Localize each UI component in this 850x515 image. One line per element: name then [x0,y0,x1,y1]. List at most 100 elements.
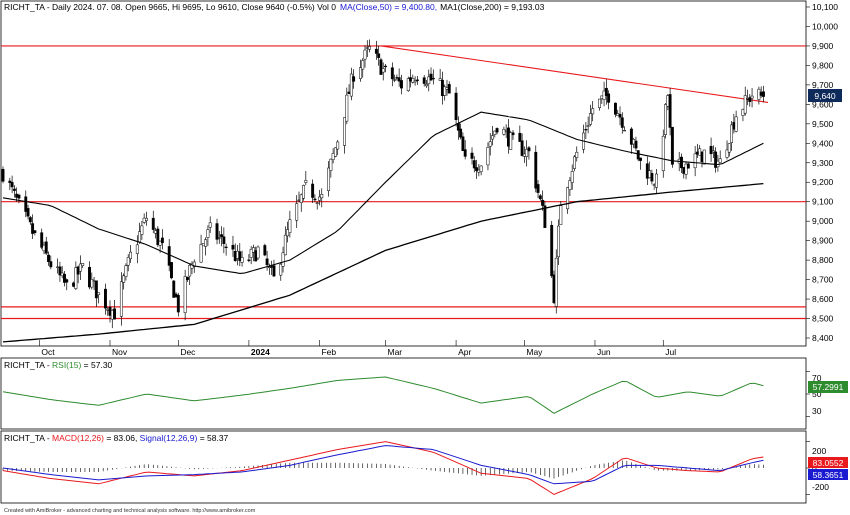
candle-body [614,102,617,115]
candle-body [343,117,346,146]
candle-body [686,163,690,169]
candle-body [668,94,672,128]
candle-body [336,141,340,150]
candle-body [247,259,251,261]
candle-body [113,308,117,320]
candle-body [24,196,28,212]
candle-body [172,280,176,298]
candle-body [44,241,48,254]
candle-body [135,244,139,254]
candle-body [670,126,674,165]
rsi-tag: 57.2991 [813,382,844,392]
candle-body [156,228,160,245]
candle-body [129,251,132,260]
candle-body [249,248,253,258]
candle-body [406,78,410,91]
resistance-trendline [380,45,769,103]
macd-header-macd: MACD(12,26) [52,433,104,443]
candle-body [557,225,560,258]
candle-body [397,77,401,82]
candle-body [304,180,308,183]
candle-body [279,263,283,276]
price-tick-label: 8,900 [812,236,834,246]
candle-body [711,150,715,153]
candle-body [281,252,285,267]
candle-body [368,46,372,50]
candle-body [384,65,387,68]
x-tick-label: Oct [41,347,55,357]
macd-header-macd-val: = 83.06, [104,433,140,443]
candle-body [315,202,319,204]
x-tick-label: Dec [180,347,196,357]
candle-body [598,98,601,108]
candle-body [750,95,754,99]
candle-body [620,117,624,128]
candle-body [10,182,14,188]
rsi-header-ind: RSI(15) [52,360,81,370]
rsi-tag-bg [808,381,848,393]
rsi-header: RICHT_TA - RSI(15) = 57.30 [4,360,113,370]
x-tick-label: May [526,347,543,357]
candle-body [124,265,128,277]
candle-body [381,68,385,73]
candle-body [160,237,164,244]
candle-body [411,78,415,83]
candle-body [313,198,317,201]
macd-header-signal: Signal(12,26,9) [140,433,198,443]
rsi-header-value: = 57.30 [81,360,112,370]
price-tag: 9,640 [814,91,836,101]
candle-body [431,77,435,80]
candle-body [495,128,499,133]
candle-body [422,77,426,84]
candle-body [33,230,37,233]
price-tick-label: 9,900 [812,41,834,51]
candle-body [454,92,458,120]
rsi-line [2,376,764,414]
candle-body [654,173,658,188]
candle-body [709,146,713,155]
candle-body [17,194,21,199]
price-tick-label: 9,200 [812,177,834,187]
candle-body [272,265,276,277]
candle-body [491,135,494,140]
candle-body [58,266,62,276]
candle-body [727,143,731,153]
candle-body [639,157,642,161]
candle-body [359,67,362,79]
candle-body [661,135,665,171]
candle-body [12,188,16,191]
macd-tick-neg200: -200 [812,482,829,492]
candle-body [283,234,287,256]
candle-body [49,261,53,268]
candle-body [288,219,292,233]
candle-body [588,113,592,125]
x-tick-label: Mar [388,347,403,357]
candle-body [570,171,574,183]
candle-body [345,94,349,122]
candle-body [299,194,303,203]
candle-body [63,273,66,283]
candle-body [543,205,547,228]
candle-body [318,196,321,201]
candle-body [748,97,752,102]
candle-body [541,199,545,206]
price-tick-label: 9,700 [812,80,834,90]
candle-body [151,217,155,230]
candle-body [573,156,576,169]
candle-body [399,80,403,89]
candle-body [509,132,513,150]
x-axis: Oct Nov Dec 2024 Feb Mar Apr May Jun Jul [39,340,676,357]
candle-body [295,203,299,221]
candle-body [1,168,5,182]
candle-body [518,132,522,142]
macd-layer [2,441,810,495]
candle-body [511,132,515,136]
candle-body [47,254,50,263]
candle-body [170,262,173,279]
candle-body [140,225,144,235]
candle-body [743,95,747,114]
price-tick-label: 8,800 [812,255,834,265]
macd-tick-200: 200 [812,446,826,456]
candle-body [204,239,208,247]
candle-body [702,149,706,165]
